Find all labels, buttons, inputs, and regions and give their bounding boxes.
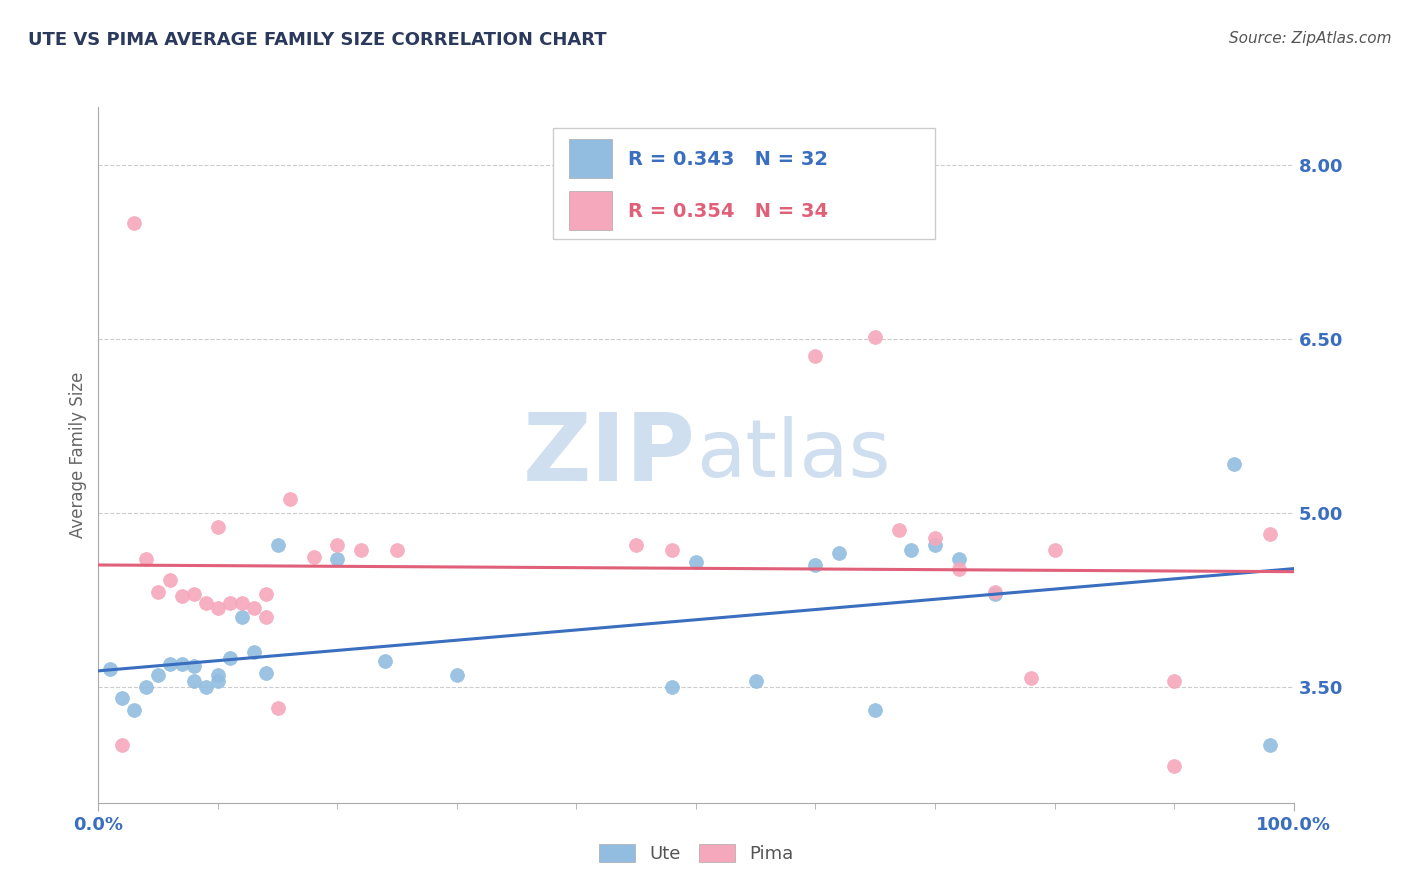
- Point: [124, 216, 146, 230]
- Point: [661, 543, 683, 558]
- Point: [183, 659, 205, 673]
- Point: [207, 674, 229, 689]
- Point: [983, 587, 1005, 601]
- Point: [900, 543, 922, 558]
- Point: [254, 665, 277, 680]
- Point: [326, 538, 349, 552]
- Point: [183, 674, 205, 689]
- Point: [148, 584, 170, 599]
- Point: [685, 555, 707, 569]
- Point: [172, 657, 194, 671]
- Point: [745, 674, 768, 689]
- Point: [231, 596, 253, 610]
- Point: [863, 329, 886, 343]
- Point: [1258, 738, 1281, 752]
- Point: [446, 668, 468, 682]
- Point: [804, 558, 827, 573]
- Point: [804, 350, 827, 364]
- Text: UTE VS PIMA AVERAGE FAMILY SIZE CORRELATION CHART: UTE VS PIMA AVERAGE FAMILY SIZE CORRELAT…: [28, 31, 607, 49]
- Point: [207, 601, 229, 615]
- Point: [278, 491, 301, 506]
- Point: [374, 654, 396, 668]
- Point: [124, 703, 146, 717]
- Legend: Ute, Pima: Ute, Pima: [592, 837, 800, 871]
- Point: [1258, 526, 1281, 541]
- Point: [302, 549, 325, 564]
- Point: [350, 543, 373, 558]
- Point: [98, 662, 122, 677]
- Point: [111, 738, 134, 752]
- Point: [135, 552, 157, 566]
- Point: [948, 552, 970, 566]
- Point: [159, 573, 181, 587]
- Point: [889, 523, 911, 537]
- Point: [207, 520, 229, 534]
- Point: [219, 651, 242, 665]
- Text: R = 0.343   N = 32: R = 0.343 N = 32: [628, 150, 828, 169]
- Point: [242, 645, 264, 659]
- Point: [1163, 674, 1185, 689]
- Point: [254, 610, 277, 624]
- Point: [194, 596, 217, 610]
- Point: [1163, 758, 1185, 772]
- Point: [385, 543, 409, 558]
- Point: [111, 691, 134, 706]
- Point: [624, 538, 647, 552]
- Point: [267, 538, 290, 552]
- Point: [924, 532, 946, 546]
- Point: [983, 584, 1005, 599]
- Point: [661, 680, 683, 694]
- Point: [135, 680, 157, 694]
- Point: [863, 703, 886, 717]
- Point: [267, 700, 290, 714]
- Point: [159, 657, 181, 671]
- Point: [172, 590, 194, 604]
- Point: [1222, 457, 1246, 471]
- Point: [183, 587, 205, 601]
- Point: [828, 546, 851, 560]
- Point: [194, 680, 217, 694]
- Point: [231, 610, 253, 624]
- Y-axis label: Average Family Size: Average Family Size: [69, 372, 87, 538]
- Point: [1043, 543, 1066, 558]
- Point: [1019, 671, 1042, 685]
- Point: [148, 668, 170, 682]
- Text: R = 0.354   N = 34: R = 0.354 N = 34: [628, 202, 828, 221]
- Point: [254, 587, 277, 601]
- Point: [242, 601, 264, 615]
- Text: ZIP: ZIP: [523, 409, 696, 501]
- Text: Source: ZipAtlas.com: Source: ZipAtlas.com: [1229, 31, 1392, 46]
- Point: [207, 668, 229, 682]
- Text: atlas: atlas: [696, 416, 890, 494]
- Point: [948, 561, 970, 575]
- Point: [326, 552, 349, 566]
- Point: [219, 596, 242, 610]
- Point: [924, 538, 946, 552]
